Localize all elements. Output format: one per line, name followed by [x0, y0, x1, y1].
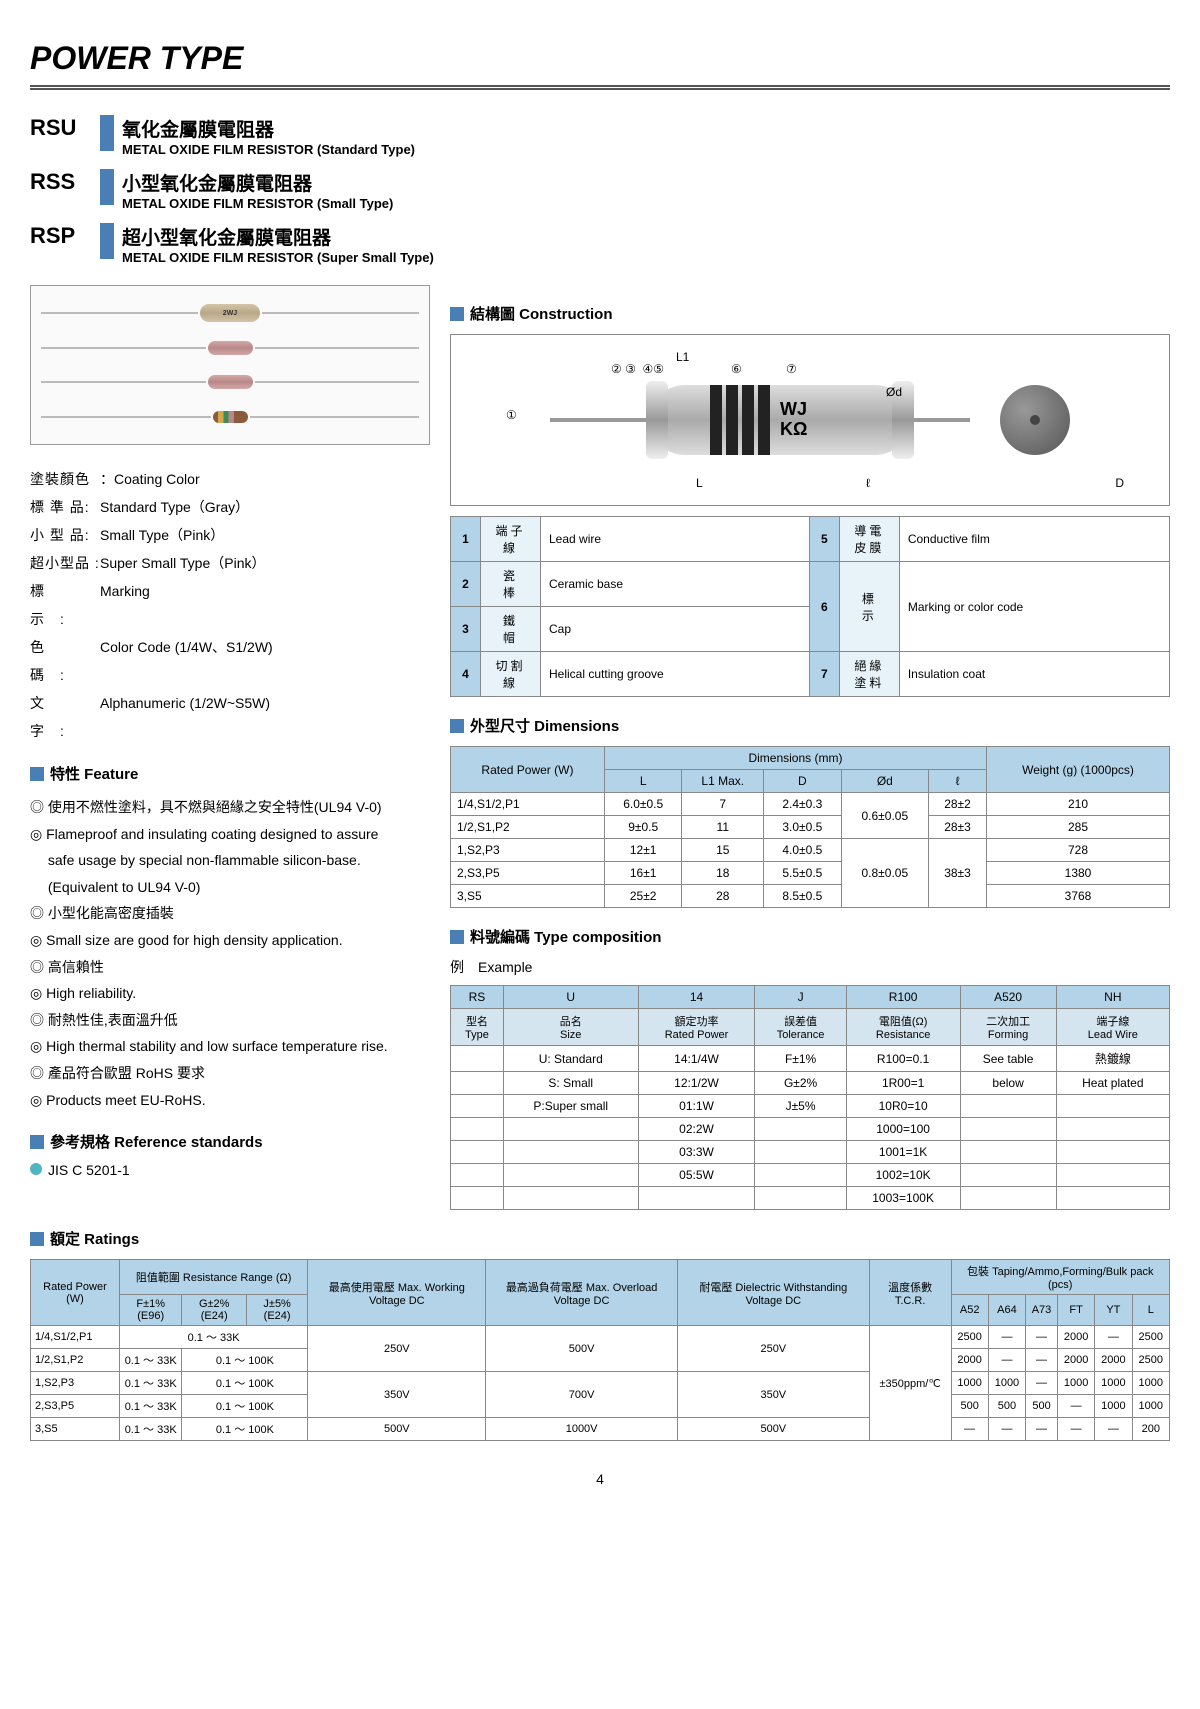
product-code: RSU — [30, 115, 100, 141]
value: Standard Type（Gray） — [100, 493, 249, 521]
product-en: METAL OXIDE FILM RESISTOR (Standard Type… — [122, 142, 1170, 157]
feature-item: ◎ Small size are good for high density a… — [30, 927, 430, 954]
label: 標 示 : — [30, 577, 100, 633]
example-label: 例 Example — [450, 957, 1170, 977]
label: 標 準 品: — [30, 493, 100, 521]
feature-item: ◎ 使用不燃性塗料，具不燃與絕緣之安全特性(UL94 V-0) — [30, 794, 430, 821]
blue-marker-icon — [100, 223, 114, 259]
value: Alphanumeric (1/2W~S5W) — [100, 689, 270, 745]
feature-item: ◎ High reliability. — [30, 980, 430, 1007]
construction-table: 1端子線Lead wire 5導電皮膜Conductive film 2瓷 棒C… — [450, 516, 1170, 697]
feature-item: safe usage by special non-flammable sili… — [30, 847, 430, 874]
coating-info: 塗裝顏色：Coating Color 標 準 品:Standard Type（G… — [30, 465, 430, 745]
value: Small Type（Pink） — [100, 521, 224, 549]
typecomp-header: 料號編碼 Type composition — [450, 926, 1170, 947]
page-title: POWER TYPE — [30, 40, 1170, 77]
product-list: RSU 氧化金屬膜電阻器 METAL OXIDE FILM RESISTOR (… — [30, 115, 1170, 265]
feature-item: ◎ 耐熱性佳,表面溫升低 — [30, 1007, 430, 1034]
product-cn: 超小型氧化金屬膜電阻器 — [122, 223, 1170, 250]
construction-diagram: ① ② ③ ④⑤ ⑥ ⑦ L1 WJKΩ Ød L ℓ D — [450, 334, 1170, 506]
product-row-rsu: RSU 氧化金屬膜電阻器 METAL OXIDE FILM RESISTOR (… — [30, 115, 1170, 157]
product-code: RSS — [30, 169, 100, 195]
construction-header: 結構圖 Construction — [450, 303, 1170, 324]
product-code: RSP — [30, 223, 100, 249]
title-underline — [30, 85, 1170, 90]
blue-marker-icon — [100, 169, 114, 205]
product-cn: 小型氧化金屬膜電阻器 — [122, 169, 1170, 196]
resistor-photo: 2WJ — [30, 285, 430, 445]
typecomp-table: RSU14JR100A520NH型名Type品名Size額定功率Rated Po… — [450, 985, 1170, 1210]
blue-marker-icon — [100, 115, 114, 151]
value: Super Small Type（Pink） — [100, 549, 265, 577]
feature-item: ◎ Products meet EU-RoHS. — [30, 1087, 430, 1114]
label: 小 型 品: — [30, 521, 100, 549]
dimensions-table: Rated Power (W) Dimensions (mm) Weight (… — [450, 746, 1170, 908]
feature-header: 特性 Feature — [30, 763, 430, 784]
product-row-rsp: RSP 超小型氧化金屬膜電阻器 METAL OXIDE FILM RESISTO… — [30, 223, 1170, 265]
label: 色 碼 : — [30, 633, 100, 689]
feature-list: ◎ 使用不燃性塗料，具不燃與絕緣之安全特性(UL94 V-0)◎ Flamepr… — [30, 794, 430, 1113]
value: Color Code (1/4W、S1/2W) — [100, 633, 273, 689]
ratings-header: 額定 Ratings — [30, 1228, 1170, 1249]
refstd-header: 參考規格 Reference standards — [30, 1131, 430, 1152]
ratings-table: Rated Power (W) 阻值範圍 Resistance Range (Ω… — [30, 1259, 1170, 1441]
feature-item: ◎ 小型化能高密度插裝 — [30, 900, 430, 927]
product-en: METAL OXIDE FILM RESISTOR (Super Small T… — [122, 250, 1170, 265]
bullet-icon — [30, 1163, 42, 1175]
feature-item: ◎ 高信賴性 — [30, 954, 430, 981]
label: 超小型品 : — [30, 549, 100, 577]
feature-item: (Equivalent to UL94 V-0) — [30, 874, 430, 901]
page-number: 4 — [30, 1471, 1170, 1487]
product-cn: 氧化金屬膜電阻器 — [122, 115, 1170, 142]
label: 文 字 : — [30, 689, 100, 745]
product-en: METAL OXIDE FILM RESISTOR (Small Type) — [122, 196, 1170, 211]
refstd-item: JIS C 5201-1 — [30, 1162, 430, 1178]
value: Marking — [100, 577, 150, 633]
product-row-rss: RSS 小型氧化金屬膜電阻器 METAL OXIDE FILM RESISTOR… — [30, 169, 1170, 211]
feature-item: ◎ Flameproof and insulating coating desi… — [30, 821, 430, 848]
value: Coating Color — [114, 465, 200, 493]
dimensions-header: 外型尺寸 Dimensions — [450, 715, 1170, 736]
label: 塗裝顏色 — [30, 465, 100, 493]
feature-item: ◎ 產品符合歐盟 RoHS 要求 — [30, 1060, 430, 1087]
end-view-icon — [1000, 385, 1070, 455]
feature-item: ◎ High thermal stability and low surface… — [30, 1033, 430, 1060]
